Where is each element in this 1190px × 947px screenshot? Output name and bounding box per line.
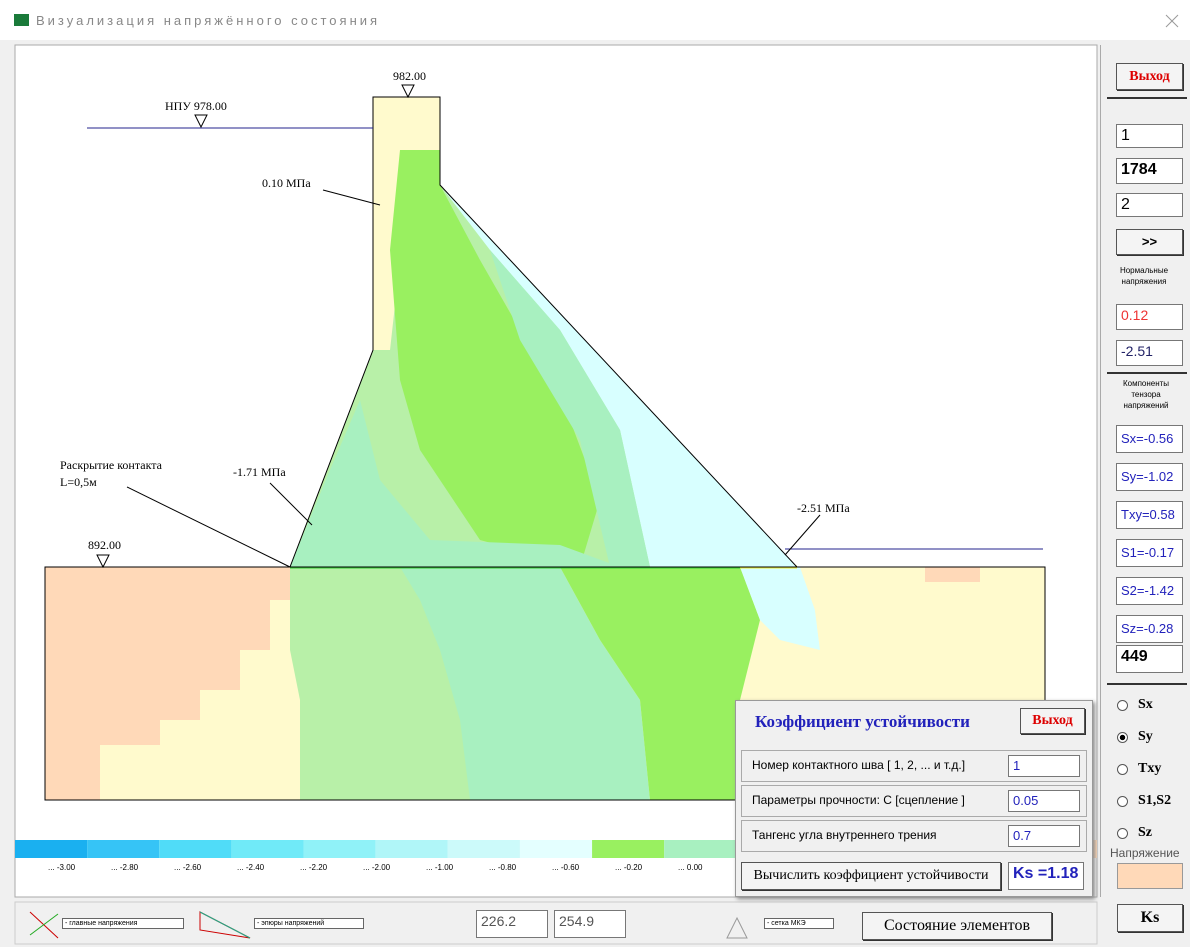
annotation: 0.10 МПа — [262, 176, 311, 190]
dialog-title: Коэффициент устойчивости — [755, 712, 970, 731]
coord-x: 226.2 — [476, 910, 548, 938]
legend-swatch — [592, 840, 665, 858]
dam — [289, 96, 799, 568]
crest-label: 982.00 — [393, 69, 426, 83]
legend-swatch — [664, 840, 737, 858]
legend-swatch — [15, 840, 88, 858]
legend-swatch — [231, 840, 304, 858]
dialog-row — [741, 750, 1087, 782]
legend-swatch — [303, 840, 376, 858]
mesh-label: - сетка МКЭ — [764, 918, 834, 929]
foundation — [44, 565, 1046, 801]
annotation: L=0,5м — [60, 475, 97, 489]
close-icon[interactable] — [1165, 14, 1179, 28]
element-number[interactable]: 449 — [1116, 645, 1183, 673]
tensor-value: Sy=-1.02 — [1116, 463, 1183, 491]
coord-y: 254.9 — [554, 910, 626, 938]
tensor-value: S2=-1.42 — [1116, 577, 1183, 605]
separator — [1107, 683, 1187, 685]
tensor-value: Txy=0.58 — [1116, 501, 1183, 529]
legend-swatch — [375, 840, 448, 858]
radio-label: Sz — [1138, 825, 1152, 840]
principal-icon — [29, 911, 59, 939]
max-stress: 0.12 — [1116, 304, 1183, 330]
app-icon — [14, 14, 29, 26]
legend-label: ... -3.00 — [48, 863, 76, 872]
diagram-label: - эпюры напряжений — [254, 918, 364, 929]
annotation: -1.71 МПа — [233, 465, 286, 479]
radio-label: S1,S2 — [1138, 793, 1172, 808]
radio-label: Sx — [1138, 697, 1153, 712]
row-label: Номер контактного шва [ 1, 2, ... и т.д.… — [752, 758, 966, 772]
window-title: Визуализация напряжённого состояния — [36, 13, 380, 28]
result: Ks =1.18 — [1008, 862, 1084, 890]
separator — [1107, 372, 1187, 374]
base-label: 892.00 — [88, 538, 121, 552]
next-button[interactable]: >> — [1116, 229, 1183, 255]
level-marks — [96, 84, 415, 569]
radio[interactable] — [1117, 732, 1128, 743]
radio-label: Sy — [1138, 729, 1153, 744]
input[interactable]: 2 — [1116, 193, 1183, 217]
state-button[interactable]: Состояние элементов — [862, 912, 1052, 940]
legend-label: ... -0.80 — [489, 863, 517, 872]
input[interactable]: 1 — [1116, 124, 1183, 148]
row-input[interactable]: 0.05 — [1008, 790, 1080, 812]
ks-button[interactable]: Ks — [1117, 904, 1183, 932]
sidebar — [1100, 45, 1190, 897]
annotation: Раскрытие контакта — [60, 458, 163, 472]
exit-button[interactable]: Выход — [1116, 63, 1183, 90]
separator — [1107, 97, 1187, 99]
diagram-icon — [199, 911, 251, 939]
legend-label: ... -2.60 — [174, 863, 202, 872]
row-input[interactable]: 1 — [1008, 755, 1080, 777]
radio[interactable] — [1117, 764, 1128, 775]
legend-label: ... -2.40 — [237, 863, 265, 872]
mesh-icon — [726, 916, 748, 939]
tensor-value: Sx=-0.56 — [1116, 425, 1183, 453]
radio-label: Txy — [1138, 761, 1162, 776]
legend-swatch — [159, 840, 232, 858]
npu-label: НПУ 978.00 — [165, 99, 227, 113]
dialog-exit[interactable]: Выход — [1020, 708, 1085, 734]
legend-label: ... -2.00 — [363, 863, 391, 872]
caption: Напряжение — [1110, 846, 1180, 860]
radio[interactable] — [1117, 828, 1128, 839]
legend-label: ... -0.60 — [552, 863, 580, 872]
radio[interactable] — [1117, 796, 1128, 807]
dialog-row — [741, 785, 1087, 817]
legend-swatch — [447, 840, 520, 858]
water-lines — [87, 127, 1043, 550]
dialog-row — [741, 820, 1087, 852]
input[interactable]: 1784 — [1116, 158, 1183, 184]
row-input[interactable]: 0.7 — [1008, 825, 1080, 847]
legend-label: ... -0.20 — [615, 863, 643, 872]
annotation: -2.51 МПа — [797, 501, 850, 515]
caption: Компоненты тензора напряжений — [1122, 379, 1170, 410]
legend-label: ... -1.00 — [426, 863, 454, 872]
stress-swatch — [1117, 863, 1183, 889]
legend-swatch — [519, 840, 593, 858]
radio[interactable] — [1117, 700, 1128, 711]
legend-label: ... -2.80 — [111, 863, 139, 872]
legend-label: ... 0.00 — [678, 863, 703, 872]
compute-button[interactable]: Вычислить коэффициент устойчивости — [741, 862, 1001, 890]
leader-lines — [126, 189, 821, 568]
principal-label: - главные напряжения — [62, 918, 184, 929]
tensor-value: S1=-0.17 — [1116, 539, 1183, 567]
row-label: Тангенс угла внутреннего трения — [752, 828, 937, 842]
row-label: Параметры прочности: С [сцепление ] — [752, 793, 965, 807]
tensor-value: Sz=-0.28 — [1116, 615, 1183, 643]
caption: Нормальные напряжения — [1119, 266, 1169, 286]
min-stress: -2.51 — [1116, 340, 1183, 366]
legend-label: ... -2.20 — [300, 863, 328, 872]
legend-swatch — [87, 840, 160, 858]
title-bar — [0, 0, 1190, 40]
